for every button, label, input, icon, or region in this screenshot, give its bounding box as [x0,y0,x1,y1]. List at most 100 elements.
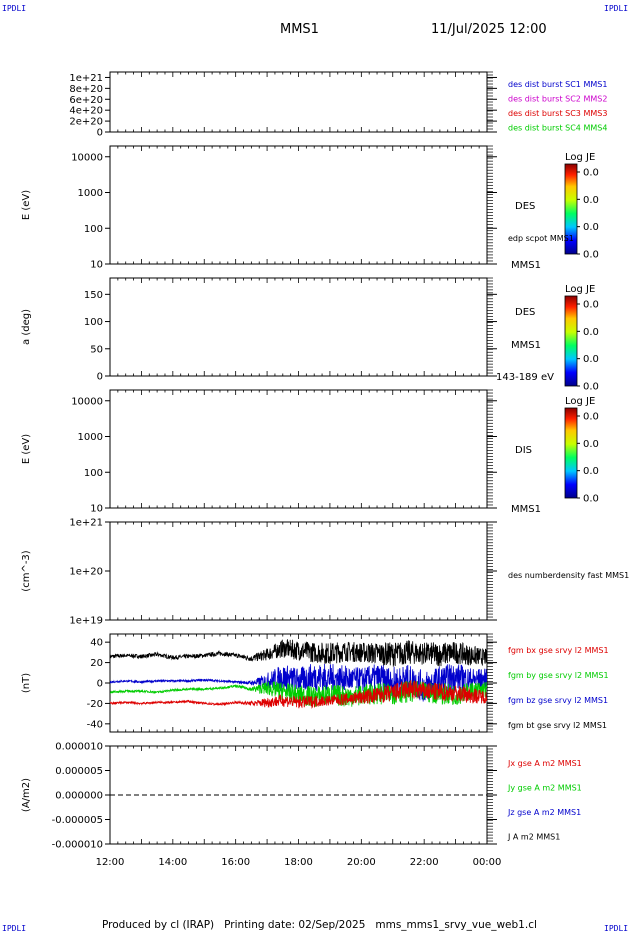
colorbar-tick-label: 0.0 [583,382,599,393]
panel-bottom-label: MMS1 [511,504,541,515]
y-axis-label: (nT) [21,673,32,693]
panel-frame [109,389,488,509]
panel-des-energy: 10000 1000 100 10 E (eV) Log JE 0.0 0.0 0.0 0.0 DE… [21,145,599,271]
panel-sublabel: MMS1 [511,340,541,351]
y-tick-label: 0.000005 [55,766,103,777]
x-tick-label: 20:00 [347,857,376,868]
colorbar-title: Log JE [565,152,595,163]
panel-frame [109,145,488,265]
x-axis: 12:00 14:00 16:00 18:00 20:00 22:00 00:00 [96,857,502,868]
panel-fgm: 40 20 0 -20 -40 (nT) fgm bx gse srvy l2 MMS1 fg… [21,633,609,733]
y-tick-label: 100 [84,468,103,479]
x-tick-label: 18:00 [284,857,313,868]
y-tick-label: 1e+20 [69,567,103,578]
footer-text: Produced by cl (IRAP) Printing date: 02/… [102,919,537,931]
y-axis-label: E (eV) [21,434,32,464]
ipdli-bottom-right: IPDLI [604,924,629,933]
panel-bottom-label: MMS1 [511,260,541,271]
legend-entry: fgm bx gse srvy l2 MMS1 [508,646,609,655]
y-tick-label: 0 [97,679,103,690]
panel-bottom-label: 143-189 eV [496,372,554,383]
y-axis-label: (cm^-3) [21,550,32,591]
x-tick-label: 22:00 [410,857,439,868]
legend-entry: fgm by gse srvy l2 MMS1 [508,671,609,680]
legend-entry: des dist burst SC3 MMS3 [508,109,607,118]
plot-title: MMS1 [280,22,319,37]
legend-entry: des numberdensity fast MMS1 [508,571,629,580]
panel-frame [109,521,488,621]
legend-entry: fgm bz gse srvy l2 MMS1 [508,696,608,705]
y-tick-label: 1000 [78,432,103,443]
panel-dis-energy: 10000 1000 100 10 E (eV) Log JE 0.0 0.0 0.0 0.0 DI… [21,389,599,515]
colorbar [564,295,578,387]
colorbar [564,163,578,255]
y-tick-label: 40 [90,638,103,649]
y-tick-label: 1e+21 [69,73,103,84]
y-tick-label: 2e+20 [69,117,103,128]
colorbar-title: Log JE [565,396,595,407]
colorbar-tick-label: 0.0 [583,195,599,206]
y-tick-label: 10000 [71,396,103,407]
y-tick-label: 10 [90,504,103,515]
panel-frame [109,71,488,133]
y-tick-label: -0.000005 [52,815,103,826]
x-tick-label: 12:00 [96,857,125,868]
panel-density: 1e+21 1e+20 1e+19 (cm^-3) des numberdensity … [21,518,629,627]
colorbar-tick-label: 0.0 [583,300,599,311]
y-axis-label: E (eV) [21,190,32,220]
series-line-bt [110,639,487,667]
series-line-bx [110,680,487,709]
legend-entry: fgm bt gse srvy l2 MMS1 [508,721,607,730]
legend-entry: Jz gse A m2 MMS1 [507,808,581,817]
y-tick-label: 8e+20 [69,84,103,95]
y-tick-label: 10 [90,260,103,271]
colorbar-title: Log JE [565,284,595,295]
instrument-label: DES [515,201,535,212]
panel-sublabel: edp scpot MMS1 [508,234,574,243]
colorbar [564,407,578,499]
legend-entry: Jy gse A m2 MMS1 [507,784,582,793]
colorbar-tick-label: 0.0 [583,412,599,423]
y-tick-label: 150 [84,290,103,301]
ipdli-top-right: IPDLI [604,4,629,13]
panel-frame [109,277,488,377]
y-axis-label: a (deg) [21,309,32,345]
y-axis-label: (A/m2) [21,778,32,812]
y-tick-label: 0.000010 [55,742,103,753]
legend-entry: J A m2 MMS1 [507,833,560,842]
y-tick-label: -0.000010 [52,840,103,851]
y-tick-label: 1000 [78,188,103,199]
x-tick-label: 00:00 [473,857,502,868]
y-tick-label: 6e+20 [69,95,103,106]
instrument-label: DES [515,307,535,318]
colorbar-tick-label: 0.0 [583,168,599,179]
colorbar-tick-label: 0.0 [583,494,599,505]
ipdli-bottom-left: IPDLI [2,924,27,933]
y-tick-label: 1e+19 [69,616,103,627]
ipdli-top-left: IPDLI [2,4,27,13]
colorbar-tick-label: 0.0 [583,439,599,450]
y-tick-label: -20 [87,699,103,710]
y-tick-label: 20 [90,658,103,669]
colorbar-tick-label: 0.0 [583,250,599,261]
legend-entry: Jx gse A m2 MMS1 [507,759,582,768]
x-tick-label: 14:00 [158,857,187,868]
y-tick-label: 100 [84,224,103,235]
y-tick-label: 10000 [71,152,103,163]
colorbar-tick-label: 0.0 [583,222,599,233]
colorbar-tick-label: 0.0 [583,327,599,338]
y-tick-label: 0 [97,372,103,383]
y-tick-label: 0 [97,128,103,139]
y-tick-label: -40 [87,719,103,730]
y-tick-label: 1e+21 [69,518,103,529]
y-tick-label: 4e+20 [69,106,103,117]
panel-des-pitch: 150 100 50 0 a (deg) Log JE 0.0 0.0 0.0 0.0 DES MMS… [21,277,599,393]
y-tick-label: 0.000000 [55,791,103,802]
legend-entry: des dist burst SC4 MMS4 [508,124,607,133]
y-tick-label: 100 [84,317,103,328]
colorbar-tick-label: 0.0 [583,354,599,365]
y-tick-label: 50 [90,344,103,355]
panel-current: 0.000010 0.000005 0.000000 -0.000005 -0.0000… [21,742,582,851]
